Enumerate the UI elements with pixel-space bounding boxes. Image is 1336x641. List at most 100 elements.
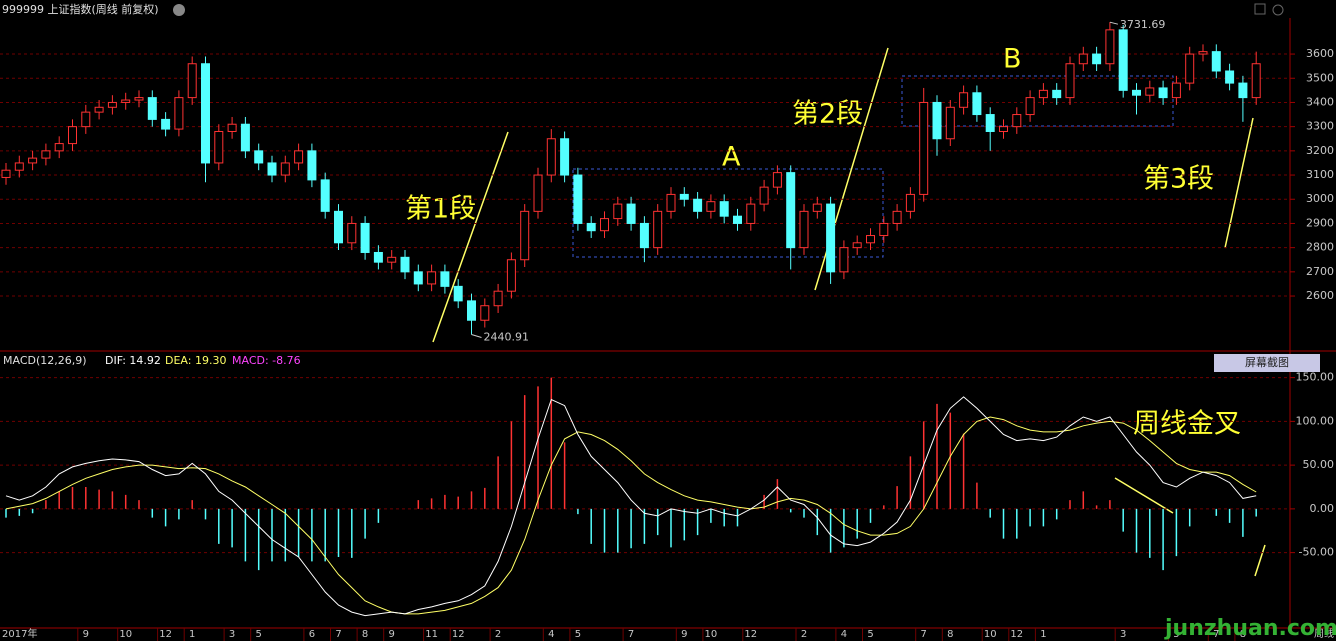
y-tick-label: 3300 <box>1306 120 1334 133</box>
macd-bar <box>324 508 326 562</box>
macd-bar <box>869 508 872 523</box>
candle-body <box>360 222 370 253</box>
candle-body <box>1092 53 1102 65</box>
candle-body <box>586 222 596 232</box>
candle-body <box>161 118 171 130</box>
macd-bar <box>1042 508 1045 527</box>
annotation: 第2段 <box>792 99 863 130</box>
macd-bar <box>537 386 539 509</box>
range-box-b <box>901 75 1174 127</box>
y-tick-label: 0.00 <box>1310 502 1335 515</box>
candle-body <box>679 193 689 200</box>
settings-icon[interactable] <box>1272 4 1284 16</box>
macd-bar <box>1122 508 1124 532</box>
macd-bar <box>563 442 566 509</box>
screenshot-button-label[interactable]: 屏幕截图 <box>1245 355 1289 369</box>
arrow <box>1254 544 1266 577</box>
plot: 2600 2700 2800 2900 3000 3100 3200 3300 3400 3500… <box>0 18 1334 641</box>
candle-body <box>666 193 676 212</box>
macd-bar <box>883 505 885 509</box>
macd-bar <box>417 500 420 509</box>
y-tick-label: 2600 <box>1306 289 1334 302</box>
candle-body <box>427 271 437 285</box>
x-tick-label: 5 <box>575 629 581 640</box>
macd-bar <box>178 508 180 520</box>
macd-bar <box>271 508 273 562</box>
candle-body <box>400 256 410 273</box>
macd-bar <box>803 508 805 518</box>
macd-bar <box>484 487 486 509</box>
candle-body <box>839 247 849 273</box>
candle-body <box>639 222 649 249</box>
candle-body <box>1118 29 1128 91</box>
macd-bar <box>111 491 114 509</box>
candle-body <box>187 63 197 99</box>
candle-body <box>759 186 769 205</box>
macd-bar <box>936 403 938 509</box>
macd-bar <box>510 421 513 509</box>
candle-body <box>107 101 117 108</box>
candle-body <box>41 150 51 159</box>
candle-body <box>626 203 636 224</box>
macd-bar <box>151 508 154 518</box>
macd-bar <box>523 395 526 509</box>
macd-bar <box>550 377 553 509</box>
candle-body <box>573 174 583 224</box>
screenshot-button[interactable] <box>1214 354 1320 372</box>
x-tick-label: 10 <box>705 629 718 640</box>
candle-body <box>440 271 450 287</box>
macd-bar <box>1228 508 1231 523</box>
macd-bar <box>1069 500 1071 509</box>
candle-body <box>972 92 982 116</box>
macd-bar <box>696 508 699 536</box>
candle-body <box>480 305 490 321</box>
macd-bar <box>603 508 606 553</box>
macd-bar <box>470 491 473 509</box>
arrow <box>1224 117 1254 249</box>
candle-body <box>905 193 915 212</box>
candle-body <box>520 210 530 261</box>
macd-title: MACD(12,26,9) <box>3 354 87 367</box>
period-label: 周线 <box>1314 627 1334 640</box>
candle-body <box>812 203 822 212</box>
macd-bar <box>1082 491 1085 509</box>
x-tick-label: 12 <box>1010 629 1023 640</box>
candle-body <box>94 106 104 113</box>
x-tick-label: 5 <box>867 629 873 640</box>
y-tick-label: 3200 <box>1306 144 1334 157</box>
macd-bar <box>18 508 21 516</box>
x-tick-label: 2 <box>801 629 807 640</box>
macd-bar <box>630 508 632 549</box>
macd-bar <box>98 489 100 509</box>
candle-body <box>653 210 663 249</box>
menu-icon[interactable] <box>173 4 185 16</box>
candle-body <box>214 130 224 164</box>
candle-body <box>985 114 995 132</box>
macd-bar <box>311 508 313 562</box>
macd-bar <box>763 494 765 509</box>
candle-body <box>1025 97 1035 116</box>
macd-bar <box>45 500 47 509</box>
annotation: A <box>722 142 741 173</box>
title-bar <box>0 0 1336 18</box>
macd-bar <box>1242 508 1244 537</box>
candle-body <box>134 97 144 101</box>
x-tick-label: 7 <box>628 629 634 640</box>
macd-bar <box>843 508 845 548</box>
macd-bar <box>364 508 366 539</box>
candle-body <box>334 210 343 244</box>
macd-bar <box>856 508 858 539</box>
title: 999999 上证指数(周线 前复权) <box>2 2 159 16</box>
annotation: 第3段 <box>1143 164 1214 195</box>
candle-body <box>1105 29 1115 65</box>
macd-bar <box>231 508 233 548</box>
macd-bar <box>1175 508 1178 557</box>
y-tick-label: -50.00 <box>1299 546 1334 559</box>
candle-body <box>1052 89 1062 99</box>
y-tick-label: 50.00 <box>1303 458 1335 471</box>
macd-bar <box>1029 508 1031 527</box>
window-icon[interactable] <box>1254 3 1266 15</box>
x-tick-label: 10 <box>984 629 997 640</box>
x-tick-label: 12 <box>159 629 172 640</box>
candle-body <box>1078 53 1088 65</box>
